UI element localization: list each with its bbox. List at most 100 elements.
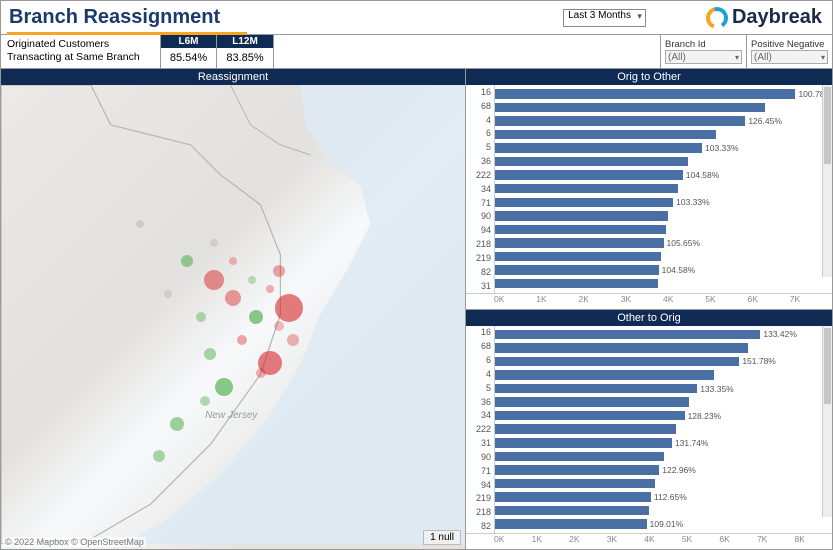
bar[interactable] (495, 198, 673, 207)
map-bubble[interactable] (229, 257, 237, 265)
bar-row[interactable] (495, 504, 832, 518)
bar-row[interactable]: 100.78% (495, 87, 832, 101)
period-selector[interactable]: Last 3 Months (563, 9, 646, 27)
bar-row[interactable]: 151.78% (495, 355, 832, 369)
bar[interactable] (495, 225, 666, 234)
bar[interactable] (495, 157, 688, 166)
bar[interactable] (495, 211, 668, 220)
bar[interactable] (495, 143, 702, 152)
bar[interactable] (495, 397, 689, 406)
map-bubble[interactable] (196, 312, 206, 322)
bar[interactable] (495, 506, 649, 515)
bars-area[interactable]: 133.42% 151.78% 133.35% 128.23% 131.74% 122.9… (494, 326, 832, 534)
bar-row[interactable] (495, 341, 832, 355)
bar[interactable] (495, 424, 676, 433)
bar[interactable] (495, 238, 664, 247)
map-bubble[interactable] (153, 450, 165, 462)
map-bubble[interactable] (266, 285, 274, 293)
scrollbar[interactable] (822, 85, 832, 277)
bar[interactable] (495, 492, 651, 501)
bar-row[interactable] (495, 422, 832, 436)
filter-select[interactable]: (All) (751, 50, 828, 64)
bar-row[interactable] (495, 223, 832, 237)
map-bubble[interactable] (204, 348, 216, 360)
filter-select[interactable]: (All) (665, 50, 742, 64)
bar-row[interactable] (495, 450, 832, 464)
map-bubble[interactable] (249, 310, 263, 324)
bar-row[interactable] (495, 277, 832, 291)
bar[interactable] (495, 170, 683, 179)
bar[interactable] (495, 384, 697, 393)
metric-value: 83.85% (217, 48, 273, 68)
bar-row[interactable]: 133.35% (495, 382, 832, 396)
map-bubble[interactable] (256, 368, 266, 378)
map-bubble[interactable] (273, 265, 285, 277)
bar[interactable] (495, 519, 647, 528)
bar-row[interactable] (495, 395, 832, 409)
map-canvas[interactable]: New Jersey 1 null © 2022 Mapbox © OpenSt… (1, 85, 465, 549)
map-bubble[interactable] (215, 378, 233, 396)
branch-id-filter[interactable]: Branch Id (All) (660, 35, 746, 68)
bar-row[interactable] (495, 368, 832, 382)
bars-area[interactable]: 100.78% 126.45% 103.33% 104.58% 103.33% 105.6… (494, 85, 832, 293)
bar[interactable] (495, 438, 672, 447)
bar[interactable] (495, 479, 655, 488)
bar-row[interactable] (495, 250, 832, 264)
bar-row[interactable]: 126.45% (495, 114, 832, 128)
bar-row[interactable]: 104.58% (495, 263, 832, 277)
bar[interactable] (495, 370, 714, 379)
bar[interactable] (495, 357, 739, 366)
map-bubble[interactable] (274, 321, 284, 331)
bar[interactable] (495, 411, 685, 420)
bar-value-label: 103.33% (705, 143, 739, 153)
map-bubble[interactable] (164, 290, 172, 298)
positive-negative-filter[interactable]: Positive Negative (All) (746, 35, 832, 68)
y-tick-label: 94 (466, 478, 491, 492)
daybreak-icon (706, 7, 728, 29)
bar[interactable] (495, 465, 659, 474)
map-bubble[interactable] (248, 276, 256, 284)
map-bubble[interactable] (136, 220, 144, 228)
bar-row[interactable] (495, 209, 832, 223)
bar[interactable] (495, 265, 659, 274)
bar-row[interactable]: 128.23% (495, 409, 832, 423)
map-bubble[interactable] (287, 334, 299, 346)
bar-row[interactable] (495, 128, 832, 142)
map-bubble[interactable] (200, 396, 210, 406)
bar[interactable] (495, 452, 664, 461)
bar-row[interactable]: 133.42% (495, 328, 832, 342)
map-bubble[interactable] (170, 417, 184, 431)
bar-row[interactable]: 103.33% (495, 196, 832, 210)
bar-row[interactable]: 105.65% (495, 236, 832, 250)
bar[interactable] (495, 252, 661, 261)
bar[interactable] (495, 130, 716, 139)
bar[interactable] (495, 89, 795, 98)
bar[interactable] (495, 330, 760, 339)
map-bubble[interactable] (225, 290, 241, 306)
bar-row[interactable] (495, 182, 832, 196)
bar[interactable] (495, 279, 658, 288)
map-bubble[interactable] (210, 239, 218, 247)
bar-row[interactable]: 103.33% (495, 141, 832, 155)
x-tick-label: 2K (569, 534, 607, 549)
bar-row[interactable]: 112.65% (495, 490, 832, 504)
metric-label: Originated Customers Transacting at Same… (1, 35, 161, 68)
bar-row[interactable]: 131.74% (495, 436, 832, 450)
bar-row[interactable] (495, 477, 832, 491)
bar-row[interactable]: 122.96% (495, 463, 832, 477)
bar[interactable] (495, 116, 745, 125)
map-bubble[interactable] (275, 294, 303, 322)
map-bubble[interactable] (237, 335, 247, 345)
bar-row[interactable] (495, 155, 832, 169)
scrollbar[interactable] (822, 326, 832, 518)
bar-row[interactable] (495, 101, 832, 115)
bar[interactable] (495, 184, 678, 193)
bar-row[interactable]: 109.01% (495, 517, 832, 531)
bar[interactable] (495, 103, 765, 112)
bar-row[interactable]: 104.58% (495, 168, 832, 182)
y-tick-label: 219 (466, 251, 491, 265)
map-bubble[interactable] (181, 255, 193, 267)
map-bubble[interactable] (204, 270, 224, 290)
bar[interactable] (495, 343, 748, 352)
y-tick-label: 34 (466, 408, 491, 422)
